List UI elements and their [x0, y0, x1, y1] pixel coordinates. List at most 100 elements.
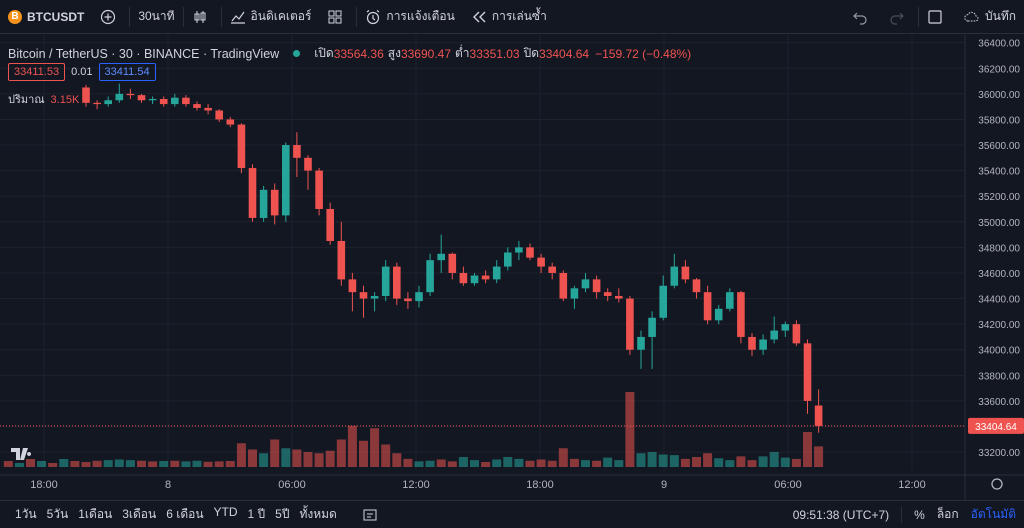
volume-bar: [514, 458, 524, 467]
range-button[interactable]: ทั้งหมด: [299, 507, 337, 521]
candle-body: [504, 252, 512, 267]
bitcoin-icon: B: [8, 9, 22, 24]
price-chart[interactable]: 33200.0033400.0033600.0033800.0034000.00…: [0, 35, 1024, 500]
x-tick-label: 12:00: [898, 479, 926, 491]
candle-body: [637, 336, 645, 350]
volume-bar: [214, 461, 224, 467]
range-button[interactable]: 5วัน: [46, 507, 69, 521]
volume-bar: [769, 452, 779, 467]
range-button[interactable]: 1 ปี: [247, 507, 266, 521]
candle-body: [404, 298, 412, 302]
date-range-icon[interactable]: [362, 507, 378, 523]
clock-timezone[interactable]: 09:51:38 (UTC+7): [792, 507, 890, 522]
close-label: ปิด: [523, 46, 540, 60]
volume-bar: [236, 443, 246, 467]
y-tick-label: 35800.00: [978, 115, 1020, 126]
compare-button[interactable]: [92, 0, 129, 34]
top-toolbar: B BTCUSDT 30นาที อินดิเคเตอร์ การแจ้งเตื…: [0, 0, 1024, 34]
candle-body: [426, 260, 434, 293]
open-label: เปิด: [314, 46, 334, 60]
candle-body: [237, 124, 246, 169]
tradingview-logo-icon[interactable]: [10, 446, 36, 464]
range-buttons: 1วัน 5วัน 1เดือน 3เดือน 6 เดือน YTD 1 ปี 5ปี ทั้…: [0, 505, 342, 524]
volume-bar: [780, 457, 790, 467]
undo-icon: [853, 12, 867, 25]
volume-bar: [26, 459, 35, 467]
range-button[interactable]: 3เดือน: [122, 507, 157, 521]
candle-body: [670, 266, 679, 286]
volume-bar: [803, 432, 812, 467]
volume-bar: [558, 448, 568, 467]
candle-body: [792, 324, 801, 344]
volume-label: ปริมาณ: [8, 94, 45, 106]
volume-bar: [625, 392, 635, 467]
candle-body: [159, 98, 168, 105]
interval-button[interactable]: 30นาที: [130, 0, 182, 34]
candle-body: [393, 266, 401, 299]
volume-bar: [647, 452, 657, 467]
range-button[interactable]: 6 เดือน: [166, 507, 204, 521]
last-price-label: 33404.64: [975, 422, 1017, 433]
toolbar-divider: [918, 6, 919, 27]
candle-body: [559, 272, 568, 299]
range-button[interactable]: 1วัน: [15, 507, 37, 521]
volume-bar: [203, 461, 213, 467]
layouts-button[interactable]: [319, 0, 356, 34]
candle-body: [681, 266, 690, 280]
undo-button[interactable]: [844, 0, 881, 34]
candle-body: [770, 330, 778, 340]
open-value: 33564.36: [333, 46, 384, 61]
range-button[interactable]: 5ปี: [275, 507, 290, 521]
buy-button[interactable]: 33411.54: [98, 63, 156, 81]
candle-body: [148, 98, 157, 101]
symbol-search[interactable]: B BTCUSDT: [0, 0, 92, 34]
redo-button[interactable]: [881, 0, 918, 34]
close-value: 33404.64: [539, 46, 590, 61]
chart-type-button[interactable]: [184, 0, 221, 34]
replay-button[interactable]: การเล่นซ้ำ: [463, 0, 555, 34]
y-tick-label: 33600.00: [978, 397, 1020, 408]
x-tick-label: 12:00: [402, 479, 430, 491]
volume-bar: [636, 453, 646, 467]
candle-body: [726, 292, 734, 309]
volume-bar: [447, 461, 457, 467]
candle-body: [703, 292, 712, 321]
volume-bar: [159, 461, 169, 467]
fullscreen-button[interactable]: [919, 0, 956, 34]
volume-bar: [259, 453, 269, 467]
volume-bar: [92, 460, 102, 467]
volume-bar: [592, 460, 602, 467]
candle-body: [692, 279, 701, 293]
volume-bar: [791, 458, 801, 467]
candle-body: [615, 296, 623, 299]
y-tick-label: 35200.00: [978, 192, 1020, 203]
save-button[interactable]: บันทึก: [956, 0, 1024, 34]
high-value: 33690.47: [400, 46, 452, 61]
candle-body: [537, 257, 545, 267]
y-tick-label: 34800.00: [978, 243, 1020, 254]
candle-body: [259, 189, 268, 218]
chart-legend: Bitcoin / TetherUS · 30 · BINANCE · Trad…: [8, 44, 691, 63]
log-toggle[interactable]: ล็อก: [936, 507, 959, 521]
volume-bar: [481, 462, 491, 467]
volume-bar: [59, 459, 69, 467]
volume-bar: [103, 460, 113, 467]
volume-bar: [547, 460, 557, 467]
candle-body: [82, 87, 90, 103]
range-button[interactable]: YTD: [213, 505, 238, 519]
auto-scale-toggle[interactable]: อัตโนมัติ: [970, 507, 1016, 521]
candle-body: [204, 107, 212, 111]
alerts-button[interactable]: การแจ้งเตือน: [357, 0, 462, 34]
volume-bar: [70, 461, 80, 467]
indicators-button[interactable]: อินดิเคเตอร์: [222, 0, 320, 34]
symbol-label: BTCUSDT: [27, 9, 85, 24]
candle-body: [182, 97, 190, 105]
settings-gear-icon[interactable]: [991, 478, 1003, 490]
sell-button[interactable]: 33411.53: [8, 63, 66, 81]
candle-body: [714, 308, 723, 321]
candle-body: [648, 317, 656, 337]
percent-toggle[interactable]: %: [914, 507, 925, 522]
range-button[interactable]: 1เดือน: [78, 507, 113, 521]
candle-body: [359, 292, 368, 299]
bottom-right-group: 09:51:38 (UTC+7) % ล็อก อัตโนมัติ: [793, 505, 1024, 524]
